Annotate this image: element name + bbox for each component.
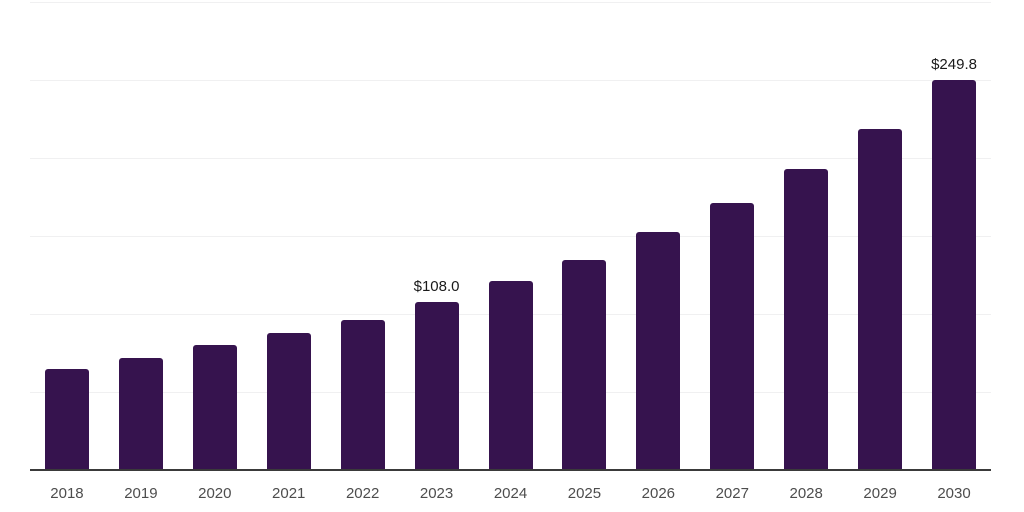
x-tick-2027: 2027	[715, 485, 749, 502]
bar-2030[interactable]	[932, 80, 977, 470]
bar-2019[interactable]	[118, 358, 163, 470]
bar-2018[interactable]	[44, 369, 89, 470]
bar-2028[interactable]	[784, 168, 829, 470]
gridline-300	[30, 2, 991, 3]
x-tick-2025: 2025	[567, 485, 602, 502]
bar-2021[interactable]	[266, 332, 311, 470]
x-tick-2024: 2024	[493, 485, 528, 502]
x-tick-2020: 2020	[198, 485, 232, 502]
gridline-250	[30, 80, 991, 81]
x-tick-2023: 2023	[419, 485, 454, 502]
x-tick-2028: 2028	[789, 485, 823, 502]
x-tick-2022: 2022	[345, 485, 380, 502]
bar-2022[interactable]	[340, 319, 385, 470]
data-label-2023: $108.0	[413, 277, 460, 295]
bar-2020[interactable]	[192, 344, 237, 470]
x-tick-2019: 2019	[124, 485, 158, 502]
data-label-2030: $249.8	[931, 56, 977, 74]
bar-2024[interactable]	[488, 280, 533, 470]
gridline-200	[30, 158, 991, 159]
x-tick-2026: 2026	[641, 485, 676, 502]
bar-2029[interactable]	[858, 128, 903, 470]
bar-2027[interactable]	[710, 203, 755, 470]
x-tick-2018: 2018	[50, 485, 84, 502]
x-tick-2029: 2029	[863, 485, 897, 502]
bar-2023[interactable]	[414, 301, 459, 470]
bar-2025[interactable]	[562, 260, 607, 470]
gridline-150	[30, 236, 991, 237]
bar-2026[interactable]	[636, 232, 681, 470]
x-tick-2021: 2021	[272, 485, 306, 502]
x-tick-2030: 2030	[937, 485, 971, 502]
x-axis-line	[30, 469, 991, 471]
